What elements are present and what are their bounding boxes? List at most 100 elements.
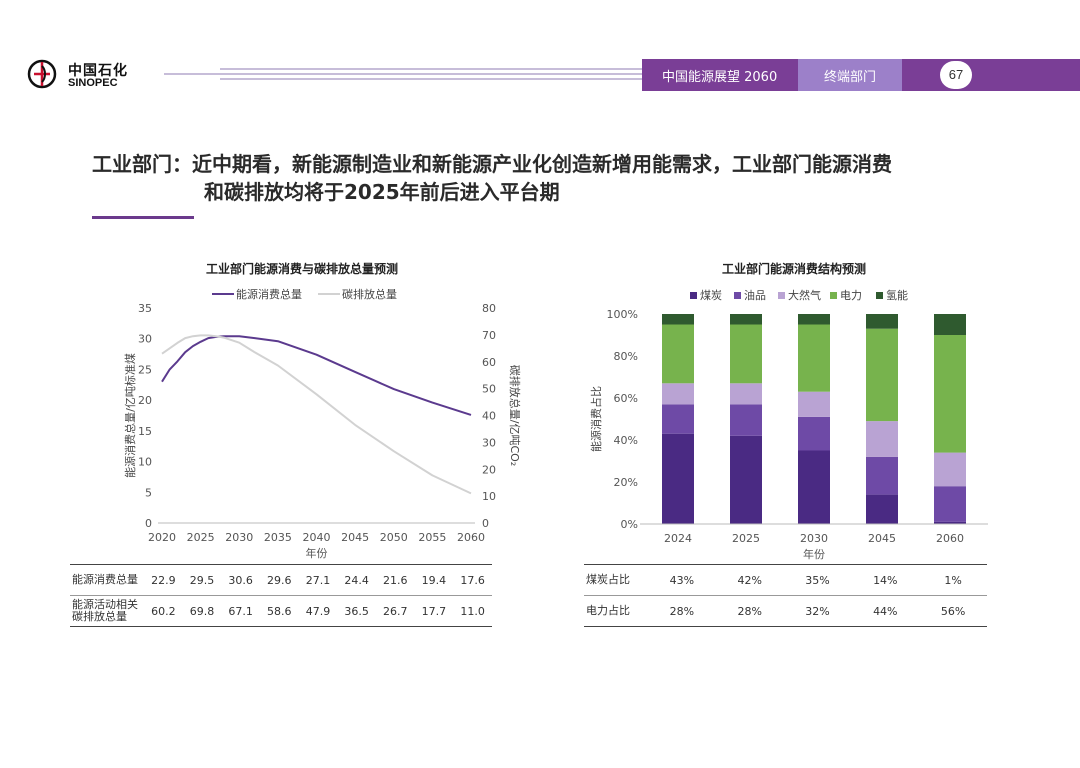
y-axis-label: 能源消费占比: [589, 386, 603, 452]
y-right-tick-label: 40: [482, 410, 496, 423]
y-tick-label: 100%: [607, 308, 638, 321]
legend-label: 煤炭: [700, 289, 722, 302]
table-cell: 11.0: [460, 604, 485, 618]
legend-swatch: [778, 292, 785, 299]
table-top-rule: [584, 564, 987, 565]
row-label: 电力占比: [586, 604, 630, 617]
bar-chart-table: 煤炭占比 43% 42% 35% 14% 1% 电力占比 28% 28% 32%…: [584, 565, 987, 627]
x-tick-label: 2045: [341, 531, 369, 544]
bar-segment: [798, 416, 830, 451]
table-cell: 67.1: [228, 604, 253, 618]
bar-chart: 0% 20% 40% 60% 80% 100% 能源消费占比 2024 2025 2030 2045…: [589, 288, 988, 561]
row-label: 能源活动相关 碳排放总量: [70, 596, 144, 627]
table-cell: 29.5: [189, 573, 215, 587]
table-cell: 35%: [805, 573, 830, 587]
y-right-tick-label: 60: [482, 356, 496, 369]
legend-swatch: [876, 292, 883, 299]
x-tick-label: 2040: [303, 531, 331, 544]
bar-segment: [866, 494, 898, 524]
table-cell: 42%: [737, 573, 762, 587]
brand-name-en: SINOPEC: [68, 77, 118, 89]
table-cell: 47.9: [305, 604, 331, 618]
bar-segment: [934, 452, 966, 487]
page-number: 67: [940, 61, 972, 89]
y-right-tick-label: 50: [482, 383, 496, 396]
x-tick-label: 2060: [457, 531, 485, 544]
bar-segment: [866, 421, 898, 457]
x-tick-label: 2030: [225, 531, 253, 544]
x-tick-label: 2045: [868, 532, 896, 545]
table-cell: 44%: [873, 604, 898, 618]
bar-segment: [934, 335, 966, 453]
y-left-tick-label: 15: [138, 425, 152, 438]
row-label: 煤炭占比: [586, 573, 630, 586]
y-tick-label: 40%: [614, 434, 638, 447]
sinopec-logo: 中国石化 SINOPEC: [26, 58, 138, 94]
row-label-line-1: 能源活动相关: [72, 598, 138, 611]
bar-segment: [866, 328, 898, 422]
table-cell: 36.5: [344, 604, 369, 618]
headline-line-2: 和碳排放均将于2025年前后进入平台期: [204, 180, 560, 204]
x-axis-label: 年份: [803, 547, 825, 561]
headline-underline: [92, 216, 194, 219]
legend-swatch: [830, 292, 837, 299]
x-tick-label: 2030: [800, 532, 828, 545]
table-cell: 69.8: [189, 604, 215, 618]
x-tick-label: 2060: [936, 532, 964, 545]
table-cell: 17.7: [421, 604, 447, 618]
table-top-rule: [70, 564, 492, 565]
y-right-tick-label: 10: [482, 490, 496, 503]
x-tick-label: 2025: [732, 532, 760, 545]
y-left-tick-label: 30: [138, 333, 152, 346]
y-left-tick-label: 20: [138, 394, 152, 407]
y-right-tick-label: 70: [482, 329, 496, 342]
y-tick-label: 20%: [614, 476, 638, 489]
bar-segment: [866, 456, 898, 495]
legend-swatch: [690, 292, 697, 299]
bar-segment: [662, 404, 694, 434]
legend-label: 氢能: [886, 288, 908, 302]
y-right-tick-label: 20: [482, 463, 496, 476]
table-row: 能源消费总量 22.9 29.5 30.6 29.6 27.1 24.4 21.…: [70, 565, 492, 596]
bar-segment: [934, 521, 966, 524]
bar-segment: [798, 324, 830, 392]
y-tick-label: 0%: [621, 518, 638, 531]
y-tick-label: 60%: [614, 392, 638, 405]
x-tick-label: 2024: [664, 532, 692, 545]
bar-segment: [730, 383, 762, 405]
bar-segment: [662, 314, 694, 325]
y-right-tick-label: 80: [482, 302, 496, 315]
table-row: 电力占比 28% 28% 32% 44% 56%: [584, 596, 987, 627]
table-cell: 19.4: [421, 573, 447, 587]
series-line-carbon: [161, 334, 472, 495]
series-line-energy: [161, 335, 472, 416]
section-tab: 终端部门: [823, 70, 876, 85]
x-tick-label: 2050: [380, 531, 408, 544]
header-decor-lines: [164, 68, 642, 80]
table-cell: 43%: [669, 573, 695, 587]
bar-segment: [730, 435, 762, 524]
headline: 工业部门：近中期看，新能源制造业和新能源产业化创造新增用能需求，工业部门能源消费…: [92, 150, 1022, 206]
table-cell: 28%: [669, 604, 695, 618]
legend-label: 大然气: [788, 288, 821, 302]
bar-segment: [730, 324, 762, 384]
legend-label: 能源消费总量: [236, 287, 302, 301]
x-tick-label: 2025: [187, 531, 215, 544]
table-cell: 26.7: [383, 604, 408, 618]
table-cell: 24.4: [344, 573, 369, 587]
table-cell: 21.6: [383, 573, 408, 587]
bar-segment: [798, 391, 830, 417]
bar-segment: [662, 433, 694, 524]
y-left-tick-label: 10: [138, 456, 152, 469]
x-tick-label: 2055: [418, 531, 446, 544]
table-cell: 29.6: [267, 573, 292, 587]
table-cell: 60.2: [151, 604, 176, 618]
line-chart-title: 工业部门能源消费与碳排放总量预测: [206, 262, 399, 276]
line-chart-table: 能源消费总量 22.9 29.5 30.6 29.6 27.1 24.4 21.…: [70, 565, 492, 627]
bar-segment: [730, 404, 762, 436]
bar-chart-title: 工业部门能源消费结构预测: [722, 262, 867, 276]
table-row: 能源活动相关 碳排放总量 60.2 69.8 67.1 58.6 47.9 36…: [70, 596, 492, 627]
legend-label: 电力: [840, 289, 862, 302]
brand-name-cn: 中国石化: [68, 63, 128, 79]
